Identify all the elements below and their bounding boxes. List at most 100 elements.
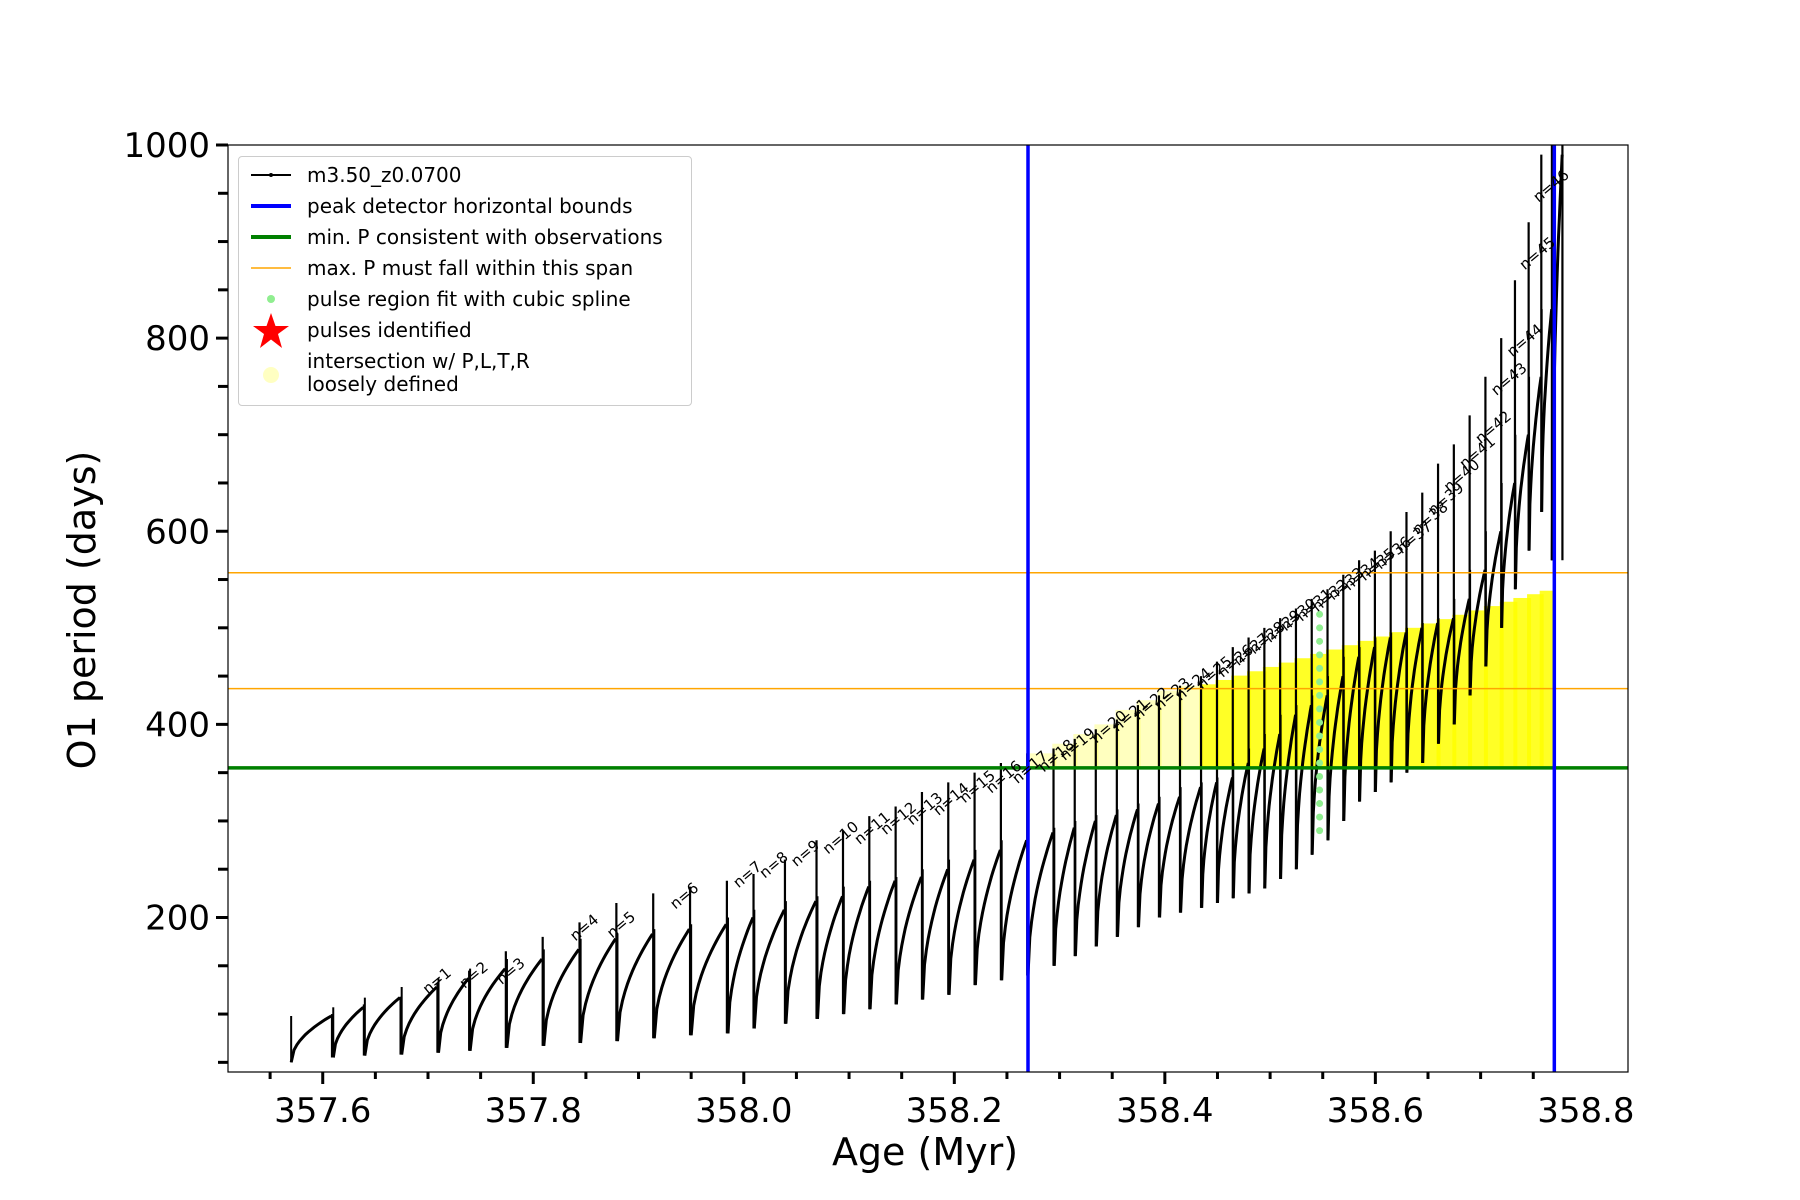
pulse-curve: [1052, 827, 1076, 966]
plot-frame: [227, 144, 1629, 1073]
y-axis-ticks: 200 400 600 800 1000: [123, 126, 228, 1064]
pulse-curve: [816, 895, 844, 1019]
pulse-label: n=44: [1503, 320, 1546, 360]
x-axis-label: Age (Myr): [832, 1130, 1018, 1174]
pulse-curve: [1500, 482, 1517, 628]
spline-markers: [1316, 610, 1324, 835]
x-tick-label: 358.2: [906, 1091, 1003, 1131]
x-tick-label: 358.6: [1327, 1091, 1424, 1131]
pulse-label: n=9: [787, 836, 823, 870]
legend-label: m3.50_z0.0700: [307, 163, 462, 187]
pulse-curve: [437, 977, 470, 1053]
legend-line-symbol: [251, 173, 291, 177]
spline-point: [1316, 664, 1324, 672]
intersection-region: [1527, 594, 1544, 768]
intersection-region: [1294, 658, 1315, 768]
pulse-curve: [947, 859, 976, 995]
spline-point: [1316, 678, 1324, 686]
pulse-curve: [689, 923, 728, 1036]
model-curve: [289, 145, 1564, 1063]
intersection-region: [1094, 724, 1120, 768]
x-tick-label: 357.6: [274, 1091, 371, 1131]
pulse-label: n=43: [1487, 359, 1530, 399]
pulse-curve: [1527, 376, 1543, 551]
legend-label: max. P must fall within this span: [307, 256, 634, 280]
legend-line-symbol: [251, 267, 291, 269]
legend-label: pulses identified: [307, 318, 472, 342]
pulse-curve: [1540, 309, 1554, 512]
spline-point: [1316, 745, 1324, 753]
spline-point: [1316, 813, 1324, 821]
spline-point: [1316, 651, 1324, 659]
pulse-curve: [1179, 786, 1203, 913]
legend-label: peak detector horizontal bounds: [307, 194, 633, 218]
y-tick-label: 200: [145, 899, 210, 939]
spline-point: [1316, 624, 1324, 632]
pulse-curve: [1263, 733, 1282, 889]
intersection-region: [1436, 619, 1457, 768]
spline-point: [1316, 800, 1324, 808]
spline-point: [1316, 691, 1324, 699]
y-tick-label: 1000: [123, 126, 210, 166]
intersection-region: [1026, 753, 1057, 768]
pulse-curve: [842, 886, 871, 1015]
pulse-curve: [1294, 704, 1313, 870]
pulse-curve: [1452, 598, 1471, 725]
pulse-curve: [400, 985, 438, 1055]
pulse-curve: [784, 900, 818, 1024]
x-axis-ticks: 357.6 357.8 358.0 358.2 358.4 358.6 358.8: [268, 1072, 1635, 1131]
legend: m3.50_z0.0700 peak detector horizontal b…: [238, 156, 692, 406]
legend-line-symbol: [251, 204, 291, 208]
pulse-curve: [973, 849, 1002, 986]
pulse-curve: [1358, 646, 1377, 802]
star-icon: [253, 313, 289, 348]
pulse-curve: [1247, 748, 1266, 894]
x-tick-label: 358.8: [1537, 1091, 1634, 1131]
legend-label: pulse region fit with cubic spline: [307, 287, 631, 311]
pulse-curve: [1116, 808, 1139, 937]
pulse-curve: [363, 996, 401, 1056]
legend-dot-symbol: [263, 367, 279, 383]
pulse-curve: [752, 909, 786, 1029]
pulse-curve: [1484, 530, 1503, 667]
pulse-curve: [1389, 632, 1408, 783]
x-tick-label: 358.4: [1116, 1091, 1213, 1131]
pulse-curve: [1437, 617, 1455, 744]
pulse-curve: [894, 876, 923, 1005]
intersection-region: [1215, 679, 1236, 768]
legend-item-intersection: intersection w/ P,L,T,R loosely defined: [239, 349, 691, 399]
pulse-curve: [1421, 622, 1440, 764]
intersection-region: [1052, 743, 1078, 768]
legend-item-spline: pulse region fit with cubic spline: [239, 286, 691, 312]
intersection-region: [1539, 590, 1555, 768]
y-tick-label: 800: [145, 319, 210, 359]
pulse-label: n=4: [566, 911, 602, 945]
pulse-curve: [1094, 814, 1118, 947]
pulse-curve: [1026, 832, 1055, 976]
pulse-curve: [1468, 569, 1487, 696]
pulse-curve: [652, 928, 691, 1039]
pulse-curve: [505, 958, 544, 1049]
y-axis-label: O1 period (days): [60, 451, 104, 770]
y-tick-label: 400: [145, 705, 210, 745]
pulse-curve: [1513, 434, 1530, 590]
intersection-region: [1178, 685, 1204, 768]
y-tick-label: 600: [145, 512, 210, 552]
pulse-curve: [289, 1014, 332, 1063]
pulse-curve: [1137, 803, 1160, 928]
x-tick-label: 357.8: [485, 1091, 582, 1131]
intersection-region: [1073, 734, 1099, 768]
intersection-region: [1199, 684, 1220, 768]
pulse-curve: [542, 948, 581, 1047]
legend-item-pulses: pulses identified: [239, 313, 691, 348]
legend-item-model: m3.50_z0.0700: [239, 162, 691, 188]
intersection-region: [1420, 623, 1441, 768]
spline-point: [1316, 773, 1324, 781]
legend-item-max-p: max. P must fall within this span: [239, 255, 691, 281]
spline-point: [1316, 718, 1324, 726]
intersection-region: [1513, 597, 1532, 768]
legend-dot-symbol: [267, 295, 275, 303]
spline-point: [1316, 759, 1324, 767]
intersection-region: [1247, 671, 1267, 768]
legend-item-bounds: peak detector horizontal bounds: [239, 193, 691, 219]
